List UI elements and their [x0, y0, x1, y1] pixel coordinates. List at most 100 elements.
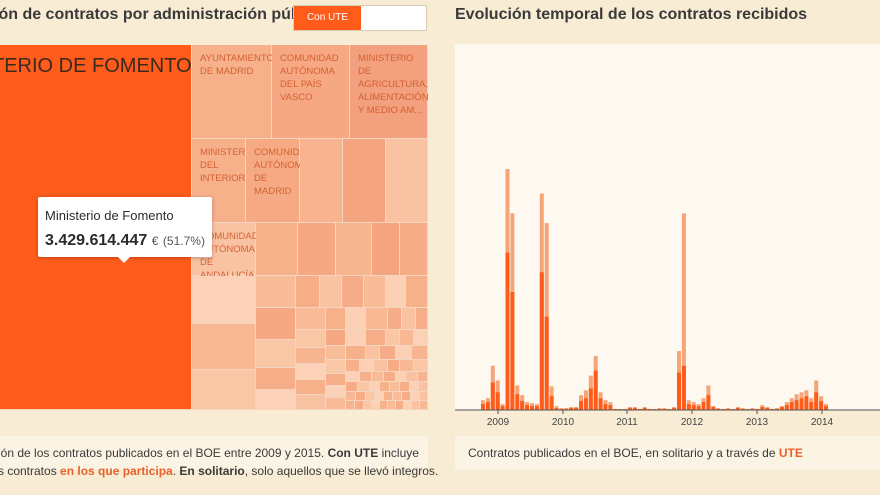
caption-link[interactable]: en los que participa — [60, 464, 173, 478]
treemap-tile[interactable] — [326, 346, 346, 360]
treemap-tile[interactable] — [296, 364, 326, 380]
treemap-tile[interactable] — [414, 330, 428, 346]
bar-en-solitario[interactable] — [672, 408, 677, 410]
treemap-tile[interactable] — [366, 308, 388, 330]
treemap-tile[interactable] — [326, 398, 346, 410]
treemap-tile[interactable] — [296, 380, 326, 395]
treemap-tile[interactable] — [386, 276, 406, 308]
bar-en-solitario[interactable] — [706, 395, 711, 410]
bar-en-solitario[interactable] — [804, 396, 809, 410]
treemap-tile[interactable] — [343, 139, 386, 223]
treemap-tile-agricultura[interactable]: MINISTERIO DE AGRICULTURA, ALIMENTACIÓN … — [350, 45, 428, 139]
bar-en-solitario[interactable] — [784, 405, 789, 410]
treemap-tile[interactable] — [420, 401, 428, 410]
treemap-tile[interactable] — [411, 392, 420, 401]
treemap-tile[interactable] — [336, 223, 372, 276]
treemap-tile[interactable] — [400, 223, 428, 276]
treemap-tile[interactable] — [364, 276, 386, 308]
treemap-tile[interactable] — [346, 392, 356, 401]
treemap-tile[interactable] — [355, 401, 364, 410]
bar-con-ute[interactable] — [681, 213, 686, 410]
treemap-tile[interactable] — [192, 370, 256, 410]
treemap-tile[interactable] — [400, 330, 414, 346]
treemap-tile[interactable] — [366, 392, 375, 401]
treemap-tile[interactable] — [320, 276, 342, 308]
treemap-tile[interactable] — [386, 330, 400, 346]
bar-en-solitario[interactable] — [505, 252, 510, 410]
bar-en-solitario[interactable] — [525, 405, 530, 410]
treemap-tile[interactable] — [346, 382, 358, 392]
treemap-tile[interactable] — [256, 368, 296, 390]
treemap-tile[interactable] — [384, 392, 393, 401]
bar-en-solitario[interactable] — [799, 398, 804, 410]
bar-en-solitario[interactable] — [534, 406, 539, 410]
treemap-tile[interactable] — [375, 392, 384, 401]
en-solitario-button[interactable] — [361, 6, 427, 30]
bar-en-solitario[interactable] — [642, 408, 647, 410]
bar-en-solitario[interactable] — [711, 407, 716, 410]
treemap-tile[interactable] — [296, 330, 326, 348]
treemap-tile[interactable] — [364, 401, 372, 410]
bar-en-solitario[interactable] — [628, 408, 632, 410]
treemap-tile[interactable] — [326, 374, 346, 386]
treemap-tile[interactable] — [404, 401, 412, 410]
bar-en-solitario[interactable] — [549, 396, 554, 410]
treemap-tile[interactable] — [326, 308, 346, 330]
treemap-tile[interactable] — [380, 382, 390, 392]
bar-en-solitario[interactable] — [569, 408, 574, 410]
bar-en-solitario[interactable] — [765, 408, 770, 410]
treemap-tile[interactable] — [360, 372, 372, 382]
treemap-tile[interactable] — [396, 401, 404, 410]
bar-en-solitario[interactable] — [485, 402, 490, 410]
treemap-tile[interactable] — [416, 308, 428, 330]
treemap-tile[interactable] — [256, 276, 296, 308]
treemap-tile[interactable] — [192, 324, 256, 370]
treemap-tile[interactable] — [388, 308, 402, 330]
treemap-tile-ayuntamiento-madrid[interactable]: AYUNTAMIENTO DE MADRID — [192, 45, 274, 139]
bar-con-ute[interactable] — [544, 223, 549, 410]
bar-en-solitario[interactable] — [819, 401, 824, 410]
bar-en-solitario[interactable] — [520, 401, 525, 410]
bar-en-solitario[interactable] — [588, 388, 593, 410]
treemap-tile[interactable] — [296, 348, 326, 364]
treemap-tile[interactable] — [380, 346, 396, 360]
treemap-tile[interactable] — [396, 372, 406, 382]
treemap-tile[interactable] — [412, 401, 420, 410]
treemap-tile[interactable] — [256, 223, 298, 276]
treemap-tile[interactable] — [388, 401, 396, 410]
bar-en-solitario[interactable] — [735, 408, 740, 410]
treemap-tile[interactable] — [406, 372, 418, 382]
treemap-tile[interactable] — [256, 340, 296, 368]
treemap-tile[interactable] — [346, 308, 366, 330]
treemap-tile[interactable] — [346, 372, 360, 382]
treemap-tile[interactable] — [366, 330, 386, 346]
treemap-tile-comunidad-madrid[interactable]: COMUNIDAD AUTÓNOMA DE MADRID — [246, 139, 313, 223]
treemap-tile[interactable] — [384, 372, 396, 382]
bar-en-solitario[interactable] — [481, 404, 485, 410]
treemap-tile[interactable] — [372, 401, 380, 410]
treemap-tile[interactable] — [419, 382, 428, 392]
treemap-tile[interactable] — [346, 346, 366, 360]
treemap-tile[interactable] — [192, 276, 256, 324]
treemap-tile[interactable] — [256, 390, 296, 410]
bar-en-solitario[interactable] — [691, 405, 696, 410]
treemap-tile[interactable] — [370, 382, 380, 392]
bar-en-solitario[interactable] — [701, 402, 706, 410]
treemap-tile[interactable] — [356, 392, 366, 401]
treemap-tile[interactable] — [366, 346, 380, 360]
bar-en-solitario[interactable] — [500, 406, 505, 410]
treemap-tile[interactable] — [346, 401, 355, 410]
treemap-tile[interactable] — [420, 392, 428, 401]
bar-en-solitario[interactable] — [789, 402, 794, 410]
treemap-tile-pais-vasco[interactable]: COMUNIDAD AUTÓNOMA DEL PAÍS VASCO — [272, 45, 350, 139]
treemap-tile[interactable] — [374, 360, 388, 372]
treemap-tile[interactable] — [380, 401, 388, 410]
treemap-tile[interactable] — [256, 308, 296, 340]
bar-en-solitario[interactable] — [632, 408, 637, 410]
bar-en-solitario[interactable] — [814, 392, 819, 410]
bar-en-solitario[interactable] — [583, 398, 588, 410]
treemap-tile[interactable] — [410, 382, 419, 392]
treemap-tile[interactable] — [360, 360, 374, 372]
treemap-tile[interactable] — [300, 139, 343, 223]
treemap-tile[interactable] — [414, 360, 428, 372]
